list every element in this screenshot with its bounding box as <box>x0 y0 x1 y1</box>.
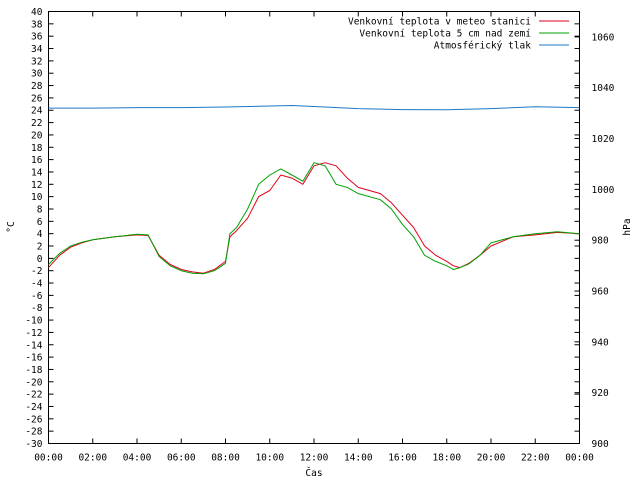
y-left-tick-label: -26 <box>25 414 42 425</box>
x-tick-label: 04:00 <box>123 453 152 464</box>
y-left-tick-label: 8 <box>37 204 43 215</box>
x-tick-label: 20:00 <box>477 453 506 464</box>
y-left-tick-label: 20 <box>31 130 43 141</box>
x-tick-label: 00:00 <box>565 453 594 464</box>
x-tick-label: 14:00 <box>344 453 373 464</box>
y-left-tick-label: -14 <box>25 340 42 351</box>
y-left-tick-label: 16 <box>31 155 43 166</box>
y-right-tick-label: 980 <box>592 236 609 247</box>
legend-label: Atmosférický tlak <box>434 41 532 52</box>
y-left-tick-label: 4 <box>37 229 43 240</box>
legend: Venkovní teplota v meteo staniciVenkovní… <box>348 17 569 52</box>
y-left-tick-label: -24 <box>25 402 42 413</box>
y-right-tick-label: 1020 <box>592 134 615 145</box>
y-left-tick-label: -12 <box>25 328 42 339</box>
left-axis-ticks: -30-28-26-24-22-20-18-16-14-12-10-8-6-4-… <box>25 7 580 450</box>
y-left-tick-label: -8 <box>31 303 43 314</box>
y-left-tick-label: -18 <box>25 365 42 376</box>
y-left-tick-label: -6 <box>31 291 43 302</box>
right-axis-ticks: 900 920 940 960 980 1000 1020 1040 1060 <box>574 32 615 450</box>
y-left-tick-label: 32 <box>31 56 42 67</box>
x-tick-label: 06:00 <box>167 453 196 464</box>
y-left-tick-label: -2 <box>31 266 42 277</box>
x-tick-label: 10:00 <box>255 453 284 464</box>
x-tick-label: 08:00 <box>211 453 240 464</box>
y-left-tick-label: -4 <box>31 279 43 290</box>
y-right-tick-label: 940 <box>592 337 609 348</box>
y-left-tick-label: 36 <box>31 32 43 43</box>
y-left-tick-label: 12 <box>31 180 42 191</box>
x-tick-label: 00:00 <box>34 453 63 464</box>
y-left-tick-label: 40 <box>31 7 43 18</box>
y-right-axis-label: hPa <box>622 218 633 235</box>
legend-label: Venkovní teplota v meteo stanici <box>348 17 531 28</box>
y-left-tick-label: 22 <box>31 118 42 129</box>
y-left-tick-label: 0 <box>37 254 43 265</box>
y-right-tick-label: 920 <box>592 388 609 399</box>
x-tick-label: 12:00 <box>300 453 329 464</box>
y-left-tick-label: 14 <box>31 167 43 178</box>
x-axis-label: Čas <box>305 467 322 479</box>
y-left-tick-label: 28 <box>31 81 43 92</box>
y-right-tick-label: 1040 <box>592 83 615 94</box>
legend-label: Venkovní teplota 5 cm nad zemí <box>359 29 531 40</box>
y-left-tick-label: 34 <box>31 44 43 55</box>
plot-frame <box>48 11 580 444</box>
y-left-tick-label: 6 <box>37 217 43 228</box>
y-left-axis-label: °C <box>6 221 17 232</box>
y-right-tick-label: 900 <box>592 439 609 450</box>
y-left-tick-label: -30 <box>25 439 42 450</box>
y-right-tick-label: 960 <box>592 287 609 298</box>
x-tick-label: 02:00 <box>78 453 107 464</box>
y-left-tick-label: -16 <box>25 353 42 364</box>
y-left-tick-label: 30 <box>31 69 43 80</box>
y-left-tick-label: 10 <box>31 192 43 203</box>
y-right-tick-label: 1060 <box>592 32 615 43</box>
y-left-tick-label: 38 <box>31 19 43 30</box>
x-tick-label: 22:00 <box>521 453 550 464</box>
y-left-tick-label: 18 <box>31 143 43 154</box>
x-tick-label: 18:00 <box>432 453 461 464</box>
series-line-1 <box>48 162 580 274</box>
y-left-tick-label: -28 <box>25 427 42 438</box>
y-left-tick-label: -20 <box>25 377 42 388</box>
series-line-3 <box>48 105 580 111</box>
series-lines <box>48 105 580 275</box>
series-line-2 <box>48 162 580 275</box>
y-right-tick-label: 1000 <box>592 185 615 196</box>
x-tick-label: 16:00 <box>388 453 417 464</box>
y-left-tick-label: -22 <box>25 390 42 401</box>
y-left-tick-label: 26 <box>31 93 43 104</box>
y-left-tick-label: 24 <box>31 106 43 117</box>
y-left-tick-label: 2 <box>37 242 43 253</box>
x-axis-ticks: 00:00 02:00 04:00 06:00 08:00 10:00 12:00 14:00… <box>34 11 594 464</box>
y-left-tick-label: -10 <box>25 316 42 327</box>
